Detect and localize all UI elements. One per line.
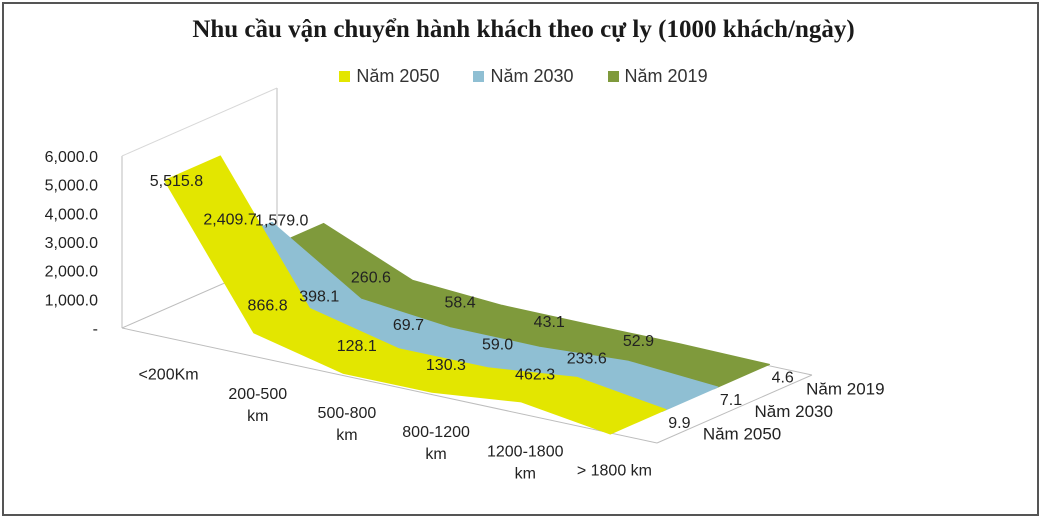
data-label: 233.6	[567, 351, 607, 368]
data-label: 128.1	[337, 338, 377, 355]
legend-swatch-2050	[339, 71, 351, 82]
depth-axis-label: Năm 2050	[703, 425, 781, 444]
series-ribbon	[164, 155, 667, 435]
data-label: 866.8	[248, 298, 288, 315]
floor-right-edge	[656, 374, 813, 444]
x-tick-label: 1200-1800	[487, 443, 564, 460]
y-tick-label: 6,000.0	[45, 149, 98, 166]
data-label: 9.9	[668, 415, 690, 432]
data-label: 4.6	[772, 370, 794, 387]
depth-axis-label: Năm 2019	[806, 379, 884, 398]
legend-label-2019: Năm 2019	[624, 66, 708, 86]
x-tick-label: km	[425, 446, 446, 463]
legend-swatch-2019	[607, 71, 619, 82]
x-tick-label: km	[247, 408, 268, 425]
legend-item-2050: Năm 2050	[339, 66, 439, 87]
y-tick-label: 1,000.0	[45, 292, 98, 309]
data-label: 1,579.0	[255, 213, 308, 230]
x-tick-label: 800-1200	[402, 424, 470, 441]
y-tick-label: 4,000.0	[45, 206, 98, 223]
x-tick-label: km	[515, 465, 536, 482]
data-label: 130.3	[426, 357, 466, 374]
floor-front-edge	[121, 327, 658, 444]
legend-item-2019: Năm 2019	[607, 66, 708, 87]
data-label: 69.7	[393, 317, 424, 334]
x-tick-label: km	[336, 427, 357, 444]
chart-title: Nhu cầu vận chuyển hành khách theo cự ly…	[192, 16, 855, 43]
data-label: 260.6	[351, 270, 391, 287]
y-tick-label: 5,000.0	[45, 178, 98, 195]
data-label: 52.9	[623, 333, 654, 350]
chart-legend: Năm 2050 Năm 2030 Năm 2019	[0, 66, 1047, 87]
left-wall-top-edge	[121, 87, 278, 157]
legend-label-2030: Năm 2030	[490, 66, 574, 86]
data-label: 7.1	[720, 392, 742, 409]
y-tick-label: -	[93, 321, 98, 338]
x-tick-label: 500-800	[318, 405, 377, 422]
legend-item-2030: Năm 2030	[473, 66, 574, 87]
y-tick-label: 2,000.0	[45, 264, 98, 281]
data-label: 462.3	[515, 367, 555, 384]
data-label: 59.0	[482, 336, 513, 353]
data-label: 58.4	[445, 295, 476, 312]
data-label: 43.1	[534, 314, 565, 331]
depth-axis-label: Năm 2030	[755, 402, 833, 421]
chart-frame	[2, 2, 1039, 516]
data-label: 2,409.7	[203, 212, 256, 229]
data-label: 5,515.8	[150, 173, 203, 190]
x-tick-label: <200Km	[139, 367, 199, 384]
legend-swatch-2030	[473, 71, 485, 82]
x-tick-label: > 1800 km	[577, 462, 652, 479]
x-tick-label: 200-500	[228, 386, 287, 403]
y-tick-label: 3,000.0	[45, 235, 98, 252]
legend-label-2050: Năm 2050	[356, 66, 440, 86]
data-label: 398.1	[299, 288, 339, 305]
